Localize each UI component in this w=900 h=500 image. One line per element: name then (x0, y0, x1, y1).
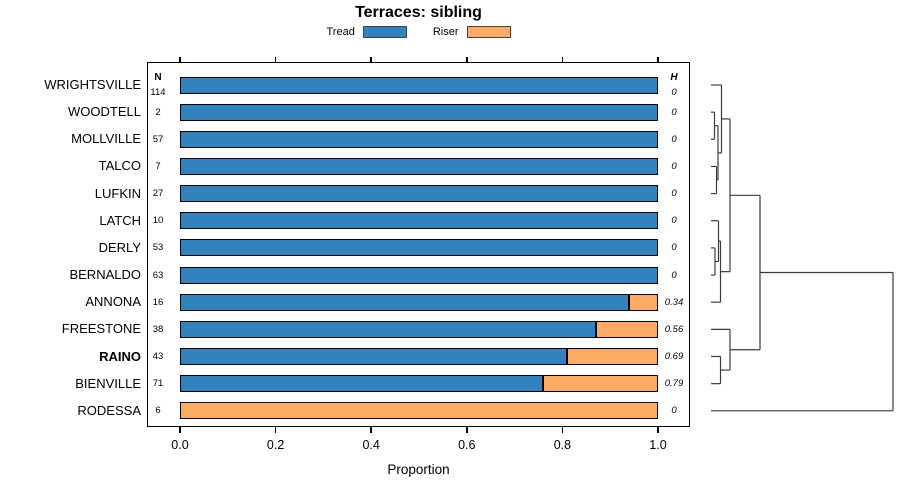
row-label: BIENVILLE (75, 375, 141, 391)
row-label: RODESSA (77, 402, 141, 418)
h-value: 0.79 (664, 378, 684, 390)
x-tick-label: 0.0 (171, 438, 189, 452)
n-value: 63 (152, 269, 164, 281)
n-value: 2 (155, 106, 161, 118)
bar-segment-riser (596, 320, 658, 338)
x-tick-label: 0.2 (266, 438, 285, 452)
bar-segment-tread (180, 157, 658, 175)
n-value: 10 (152, 215, 164, 227)
legend-item-tread: Tread (327, 26, 407, 38)
x-tick-bottom (274, 427, 277, 433)
n-value: 7 (155, 160, 161, 172)
n-value: 38 (152, 323, 164, 335)
legend-swatch-tread (362, 26, 407, 38)
x-axis-title: Proportion (387, 462, 450, 477)
n-value: 71 (152, 378, 164, 390)
row-label: RAINO (99, 348, 141, 364)
plot-area (147, 62, 690, 427)
bar-segment-riser (629, 293, 658, 311)
bar-segment-tread (180, 375, 543, 393)
chart-title: Terraces: sibling (355, 4, 482, 21)
x-tick-top (466, 56, 468, 63)
bar-segment-tread (180, 266, 658, 284)
x-tick-top (179, 56, 181, 63)
x-tick-bottom (370, 427, 372, 433)
n-value: 16 (152, 296, 164, 308)
x-tick-label: 0.8 (553, 438, 572, 452)
bar-segment-tread (180, 103, 658, 121)
row-label: DERLY (98, 239, 141, 255)
bar-segment-riser (567, 348, 658, 365)
row-label: WOODTELL (68, 104, 141, 120)
x-tick-top (657, 56, 659, 63)
h-value: 0 (671, 215, 677, 227)
h-column-header: H (670, 72, 678, 83)
row-label: LATCH (99, 212, 141, 228)
h-value: 0 (671, 405, 677, 417)
h-value: 0 (671, 160, 677, 172)
legend-label-tread: Tread (326, 26, 355, 38)
row-label: ANNONA (85, 294, 141, 310)
bar-segment-tread (180, 185, 658, 203)
x-tick-bottom (561, 427, 564, 433)
h-value: 0.69 (664, 351, 684, 362)
n-value: 57 (152, 133, 164, 145)
row-label: MOLLVILLE (71, 131, 141, 147)
row-label: BERNALDO (69, 267, 141, 283)
legend-swatch-riser (466, 26, 511, 38)
bar-segment-tread (180, 76, 658, 94)
bar-segment-tread (180, 320, 596, 338)
h-value: 0 (671, 269, 677, 281)
x-tick-top (561, 56, 564, 63)
n-value: 53 (152, 242, 164, 254)
h-value: 0 (671, 188, 677, 200)
row-label: FREESTONE (61, 321, 141, 337)
legend: Tread Riser (147, 26, 690, 38)
x-tick-top (274, 56, 277, 63)
n-value: 27 (152, 188, 164, 200)
bar-segment-tread (180, 130, 658, 148)
bar-segment-tread (180, 212, 658, 230)
h-value: 0 (671, 133, 677, 145)
x-tick-bottom (466, 427, 468, 433)
h-value: 0.34 (664, 296, 684, 308)
h-value: 0 (671, 86, 677, 98)
row-label: TALCO (98, 158, 141, 174)
bar-segment-riser (180, 402, 658, 420)
legend-item-riser: Riser (433, 26, 511, 38)
x-tick-bottom (657, 427, 659, 433)
x-tick-label: 1.0 (649, 438, 667, 452)
bar-segment-riser (543, 375, 658, 393)
bar-segment-tread (180, 239, 658, 257)
n-value: 43 (152, 351, 164, 362)
x-tick-label: 0.6 (458, 438, 476, 452)
x-tick-label: 0.4 (362, 438, 380, 452)
n-column-header: N (154, 72, 162, 83)
x-tick-top (370, 56, 372, 63)
bar-segment-tread (180, 293, 629, 311)
h-value: 0 (671, 242, 677, 254)
row-label: LUFKIN (94, 185, 141, 201)
n-value: 114 (150, 86, 166, 98)
row-label: WRIGHTSVILLE (44, 77, 141, 92)
n-value: 6 (155, 405, 161, 417)
x-tick-bottom (179, 427, 181, 433)
bar-segment-tread (180, 348, 567, 365)
h-value: 0.56 (664, 323, 684, 335)
h-value: 0 (671, 106, 677, 118)
legend-label-riser: Riser (432, 26, 459, 38)
